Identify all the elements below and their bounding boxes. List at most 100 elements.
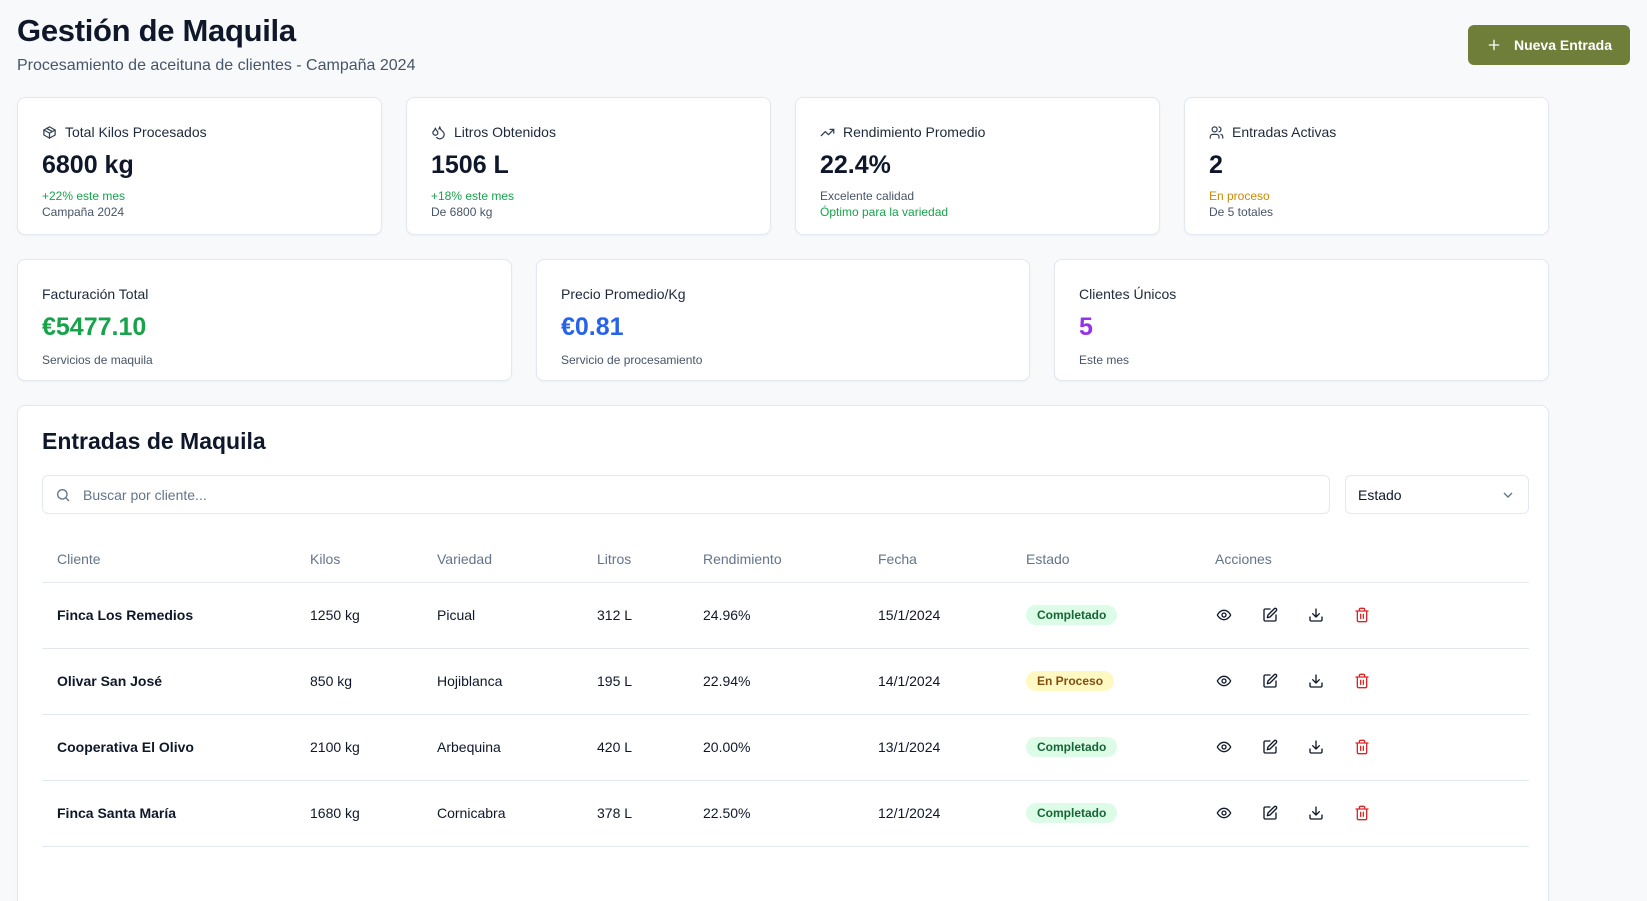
cell-liters: 378 L [582, 780, 688, 847]
cell-status: En Proceso [1011, 648, 1200, 715]
column-header-status: Estado [1011, 536, 1200, 583]
edit-button[interactable] [1261, 672, 1279, 690]
stat-value: 1506 L [431, 151, 509, 179]
stat-value: 6800 kg [42, 151, 134, 179]
stat-label: Total Kilos Procesados [65, 124, 207, 140]
stat-label: Rendimiento Promedio [843, 124, 986, 140]
cell-date: 13/1/2024 [863, 714, 1011, 781]
finance-value: €5477.10 [42, 313, 147, 341]
status-badge: En Proceso [1026, 671, 1115, 691]
stat-value: 22.4% [820, 151, 891, 179]
search-box [42, 475, 1330, 514]
stat-card-yield: Rendimiento Promedio 22.4% Excelente cal… [795, 97, 1160, 235]
package-icon [43, 125, 56, 139]
table-row: Finca Santa María 1680 kg Cornicabra 378… [42, 780, 1529, 847]
new-entry-button[interactable]: Nueva Entrada [1468, 25, 1630, 65]
delete-button[interactable] [1353, 804, 1371, 822]
cell-actions [1200, 780, 1529, 847]
edit-button[interactable] [1261, 606, 1279, 624]
edit-button[interactable] [1261, 804, 1279, 822]
view-button[interactable] [1215, 804, 1233, 822]
delete-button[interactable] [1353, 738, 1371, 756]
finance-sub: Servicios de maquila [42, 353, 153, 367]
search-input[interactable] [83, 486, 1329, 503]
download-icon [1309, 608, 1323, 622]
column-header-yield: Rendimiento [688, 536, 863, 583]
section-title: Entradas de Maquila [42, 428, 266, 454]
status-badge: Completado [1026, 737, 1118, 757]
delete-button[interactable] [1353, 672, 1371, 690]
entries-section: Entradas de Maquila Estado Cliente Kilos… [17, 405, 1549, 901]
cell-variety: Hojiblanca [422, 648, 582, 715]
cell-variety: Cornicabra [422, 780, 582, 847]
cell-yield: 24.96% [688, 582, 863, 649]
column-header-date: Fecha [863, 536, 1011, 583]
cell-client: Cooperativa El Olivo [42, 714, 295, 781]
entries-table: Cliente Kilos Variedad Litros Rendimient… [42, 536, 1529, 847]
table-row: Cooperativa El Olivo 2100 kg Arbequina 4… [42, 714, 1529, 781]
delete-button[interactable] [1353, 606, 1371, 624]
view-button[interactable] [1215, 606, 1233, 624]
cell-actions [1200, 714, 1529, 781]
view-button[interactable] [1215, 672, 1233, 690]
eye-icon [1216, 807, 1232, 819]
stat-value: 2 [1209, 151, 1223, 179]
eye-icon [1216, 741, 1232, 753]
status-badge: Completado [1026, 803, 1118, 823]
status-badge: Completado [1026, 605, 1118, 625]
trending-up-icon [820, 128, 835, 136]
cell-client: Finca Santa María [42, 780, 295, 847]
chevron-down-icon [1503, 492, 1513, 498]
eye-icon [1216, 675, 1232, 687]
table-row: Olivar San José 850 kg Hojiblanca 195 L … [42, 648, 1529, 715]
users-icon [1209, 125, 1224, 139]
cell-actions [1200, 582, 1529, 649]
column-header-kilos: Kilos [295, 536, 422, 583]
finance-sub: Servicio de procesamiento [561, 353, 703, 367]
download-button[interactable] [1307, 804, 1325, 822]
cell-date: 15/1/2024 [863, 582, 1011, 649]
cell-kilos: 1250 kg [295, 582, 422, 649]
droplets-icon [432, 125, 445, 139]
view-button[interactable] [1215, 738, 1233, 756]
cell-yield: 22.50% [688, 780, 863, 847]
stat-card-liters: Litros Obtenidos 1506 L +18% este mes De… [406, 97, 771, 235]
download-button[interactable] [1307, 606, 1325, 624]
status-filter-value: Estado [1358, 486, 1402, 503]
cell-variety: Picual [422, 582, 582, 649]
stat-trend: +18% este mes [431, 189, 515, 203]
stat-label: Entradas Activas [1232, 124, 1337, 140]
stat-card-active-entries: Entradas Activas 2 En proceso De 5 total… [1184, 97, 1549, 235]
column-header-actions: Acciones [1200, 536, 1529, 583]
cell-status: Completado [1011, 714, 1200, 781]
page-title: Gestión de Maquila [17, 13, 296, 48]
finance-card-unique-clients: Clientes Únicos 5 Este mes [1054, 259, 1549, 381]
eye-icon [1216, 609, 1232, 621]
cell-variety: Arbequina [422, 714, 582, 781]
table-header-row: Cliente Kilos Variedad Litros Rendimient… [42, 536, 1529, 583]
download-button[interactable] [1307, 672, 1325, 690]
cell-date: 14/1/2024 [863, 648, 1011, 715]
status-filter-select[interactable]: Estado [1345, 475, 1529, 514]
table-row: Finca Los Remedios 1250 kg Picual 312 L … [42, 582, 1529, 649]
stat-caption: De 6800 kg [431, 205, 493, 219]
edit-icon [1263, 607, 1278, 622]
column-header-client: Cliente [42, 536, 295, 583]
stat-caption: Óptimo para la variedad [820, 205, 949, 219]
stat-quality: Excelente calidad [820, 189, 915, 203]
edit-icon [1263, 805, 1278, 820]
trash-icon [1355, 607, 1369, 623]
edit-button[interactable] [1261, 738, 1279, 756]
download-icon [1309, 740, 1323, 754]
download-button[interactable] [1307, 738, 1325, 756]
cell-kilos: 2100 kg [295, 714, 422, 781]
cell-date: 12/1/2024 [863, 780, 1011, 847]
edit-icon [1263, 739, 1278, 754]
finance-sub: Este mes [1079, 353, 1130, 367]
cell-liters: 195 L [582, 648, 688, 715]
finance-label: Precio Promedio/Kg [561, 286, 686, 302]
cell-kilos: 1680 kg [295, 780, 422, 847]
download-icon [1309, 674, 1323, 688]
stat-card-total-kilos: Total Kilos Procesados 6800 kg +22% este… [17, 97, 382, 235]
column-header-variety: Variedad [422, 536, 582, 583]
